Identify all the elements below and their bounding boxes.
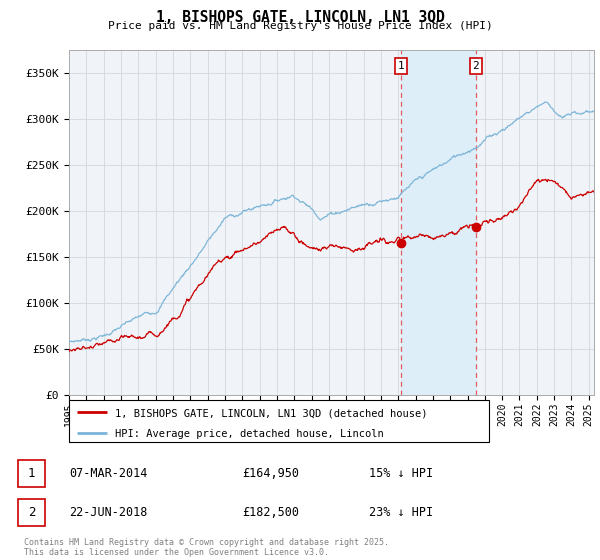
Text: 2: 2 [28, 506, 35, 519]
Text: £164,950: £164,950 [242, 466, 299, 480]
Text: Contains HM Land Registry data © Crown copyright and database right 2025.
This d: Contains HM Land Registry data © Crown c… [24, 538, 389, 557]
Text: 07-MAR-2014: 07-MAR-2014 [70, 466, 148, 480]
Bar [401, 50, 476, 395]
Text: 23% ↓ HPI: 23% ↓ HPI [369, 506, 433, 519]
Text: £182,500: £182,500 [242, 506, 299, 519]
Text: 2: 2 [472, 61, 479, 71]
Text: 1: 1 [398, 61, 405, 71]
Text: 1, BISHOPS GATE, LINCOLN, LN1 3QD (detached house): 1, BISHOPS GATE, LINCOLN, LN1 3QD (detac… [115, 408, 428, 418]
Bar [18, 499, 46, 526]
Text: 1, BISHOPS GATE, LINCOLN, LN1 3QD: 1, BISHOPS GATE, LINCOLN, LN1 3QD [155, 10, 445, 25]
Text: Price paid vs. HM Land Registry's House Price Index (HPI): Price paid vs. HM Land Registry's House … [107, 21, 493, 31]
Text: HPI: Average price, detached house, Lincoln: HPI: Average price, detached house, Linc… [115, 429, 384, 439]
Bar [18, 460, 46, 487]
Text: 15% ↓ HPI: 15% ↓ HPI [369, 466, 433, 480]
Text: 1: 1 [28, 466, 35, 480]
Text: 22-JUN-2018: 22-JUN-2018 [70, 506, 148, 519]
